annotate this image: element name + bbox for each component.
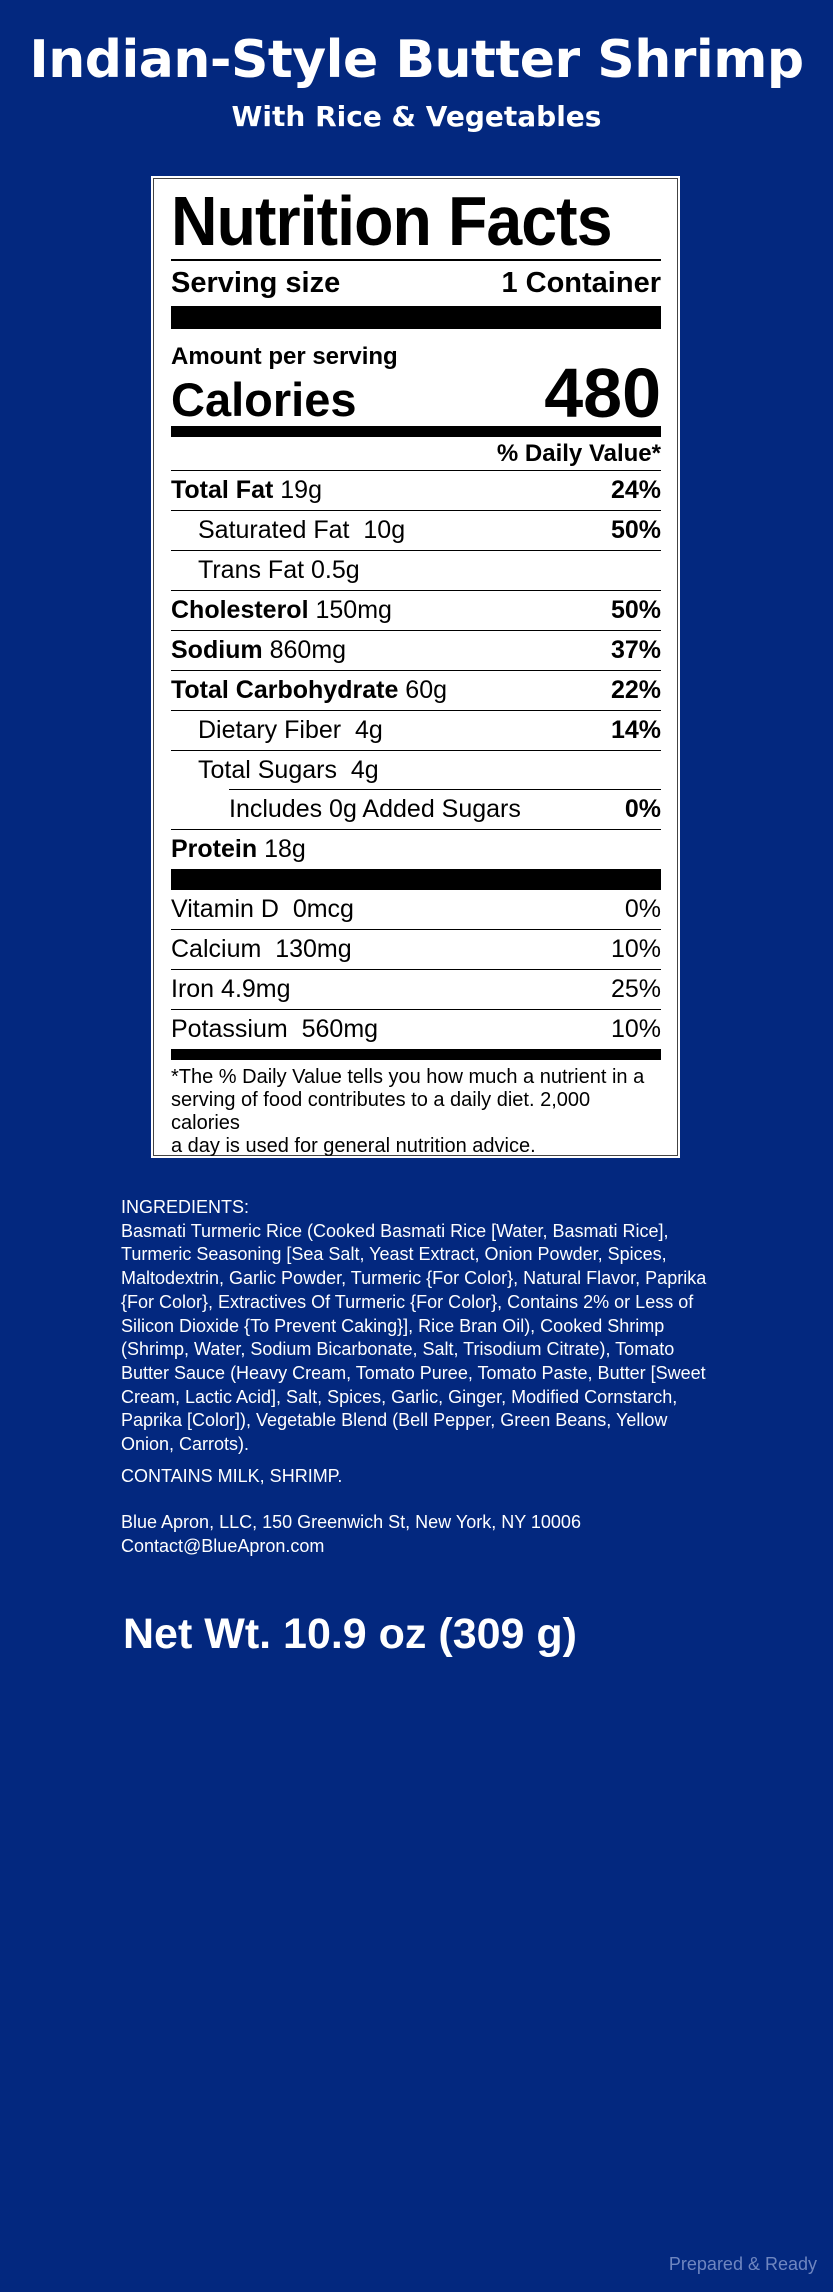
nutrient-name: Sodium: [171, 636, 263, 664]
nutrient-amount: 150mg: [315, 596, 392, 624]
ingredients-line: Paprika [Color]), Vegetable Blend (Bell …: [121, 1410, 668, 1431]
nutrient-name: Protein: [171, 835, 258, 863]
micronutrient-row-calcium: Calcium 130mg 10%: [171, 930, 661, 970]
nutrient-name: Trans Fat: [198, 556, 305, 584]
nutrient-amount: 4.9mg: [221, 975, 291, 1003]
nutrient-amount: 18g: [264, 835, 306, 863]
nutrient-dv: 50%: [610, 516, 661, 544]
serving-size-label: Serving size: [171, 267, 341, 299]
nutrient-amount: 4g: [355, 716, 383, 744]
nutrient-amount: 10g: [363, 516, 406, 544]
nutrient-name: Cholesterol: [171, 596, 309, 624]
ingredients-line: Turmeric Seasoning [Sea Salt, Yeast Extr…: [121, 1244, 667, 1265]
ingredients-line: (Shrimp, Water, Sodium Bicarbonate, Salt…: [121, 1339, 675, 1360]
calories-label: Calories: [171, 373, 357, 426]
footnote-line: a day is used for general nutrition advi…: [171, 1135, 536, 1157]
nutrition-facts-title-text: Nutrition Facts: [171, 182, 613, 260]
nutrient-amount: 0.5g: [311, 556, 360, 584]
company-info: Blue Apron, LLC, 150 Greenwich St, New Y…: [121, 1511, 581, 1558]
calories-row: Calories 480: [171, 358, 661, 428]
micronutrient-row-vitamin-d: Vitamin D 0mcg 0%: [171, 890, 661, 930]
nutrient-row-added-sugars: Includes 0g Added Sugars 0%: [171, 790, 661, 830]
nutrient-row-trans-fat: Trans Fat 0.5g: [171, 551, 661, 591]
nutrient-name: Dietary Fiber: [198, 716, 342, 744]
ingredients-line: Onion, Carrots).: [121, 1434, 250, 1455]
nutrient-dv: 0%: [624, 795, 661, 823]
company-address: Blue Apron, LLC, 150 Greenwich St, New Y…: [121, 1512, 581, 1532]
nutrient-name: Includes 0g Added Sugars: [229, 795, 521, 823]
nutrient-name: Total Carbohydrate: [171, 676, 399, 704]
nutrient-dv: 10%: [610, 935, 661, 963]
ingredients-line: Maltodextrin, Garlic Powder, Turmeric {F…: [121, 1268, 707, 1289]
divider-medium: [171, 1049, 661, 1060]
ingredients-line: Cream, Lactic Acid], Salt, Spices, Garli…: [121, 1386, 678, 1407]
nutrient-amount: 60g: [405, 676, 448, 704]
nutrient-name: Potassium: [171, 1015, 288, 1043]
nutrient-row-total-fat: Total Fat 19g 24%: [171, 471, 661, 511]
divider-thick: [171, 306, 661, 329]
nutrient-dv: 14%: [610, 716, 661, 744]
net-weight: Net Wt. 10.9 oz (309 g): [123, 1610, 577, 1658]
nutrient-dv: 50%: [610, 596, 661, 624]
product-title: Indian-Style Butter Shrimp: [29, 30, 804, 90]
nutrient-row-sodium: Sodium 860mg 37%: [171, 631, 661, 671]
product-subtitle: With Rice & Vegetables: [231, 100, 602, 133]
footer-brand-text: Prepared & Ready: [668, 2254, 817, 2274]
nutrient-name: Saturated Fat: [198, 516, 350, 544]
nutrient-name: Iron: [171, 975, 215, 1003]
nutrient-amount: 4g: [350, 756, 379, 784]
nutrient-dv: 22%: [610, 676, 661, 704]
allergen-statement: CONTAINS MILK, SHRIMP.: [121, 1466, 343, 1486]
nutrient-dv: 10%: [610, 1015, 661, 1043]
nutrient-row-total-sugars: Total Sugars 4g: [171, 751, 661, 790]
nutrient-name: Total Fat: [171, 476, 274, 504]
divider-medium: [171, 426, 661, 437]
divider-thick: [171, 869, 661, 890]
serving-size-row: Serving size 1 Container: [171, 261, 661, 306]
nutrient-amount: 19g: [280, 476, 322, 504]
nutrient-row-dietary-fiber: Dietary Fiber 4g 14%: [171, 711, 661, 751]
nutrient-dv: 24%: [610, 476, 661, 504]
nutrient-row-saturated-fat: Saturated Fat 10g 50%: [171, 511, 661, 551]
calories-value: 480: [544, 354, 661, 432]
footnote-line: serving of food contributes to a daily d…: [171, 1089, 591, 1134]
nutrient-name: Vitamin D: [171, 895, 279, 923]
micronutrient-row-iron: Iron 4.9mg 25%: [171, 970, 661, 1010]
ingredients-line: {For Color}, Extractives Of Turmeric {Fo…: [121, 1291, 694, 1312]
nutrient-amount: 130mg: [275, 935, 352, 963]
amount-per-serving: Amount per serving: [171, 343, 398, 370]
daily-value-header: % Daily Value*: [171, 437, 661, 471]
micronutrient-row-potassium: Potassium 560mg 10%: [171, 1010, 661, 1049]
nutrient-name: Calcium: [171, 935, 262, 963]
nutrition-facts-title: Nutrition Facts: [171, 179, 661, 261]
ingredients-line: Basmati Turmeric Rice (Cooked Basmati Ri…: [121, 1220, 669, 1241]
footnote-line: *The % Daily Value tells you how much a …: [171, 1066, 645, 1088]
ingredients-line: Butter Sauce (Heavy Cream, Tomato Puree,…: [121, 1362, 706, 1383]
nutrient-row-cholesterol: Cholesterol 150mg 50%: [171, 591, 661, 631]
nutrient-amount: 0mcg: [292, 895, 354, 923]
nutrient-row-protein: Protein 18g: [171, 830, 661, 869]
nutrient-name: Total Sugars: [198, 756, 337, 784]
nutrient-dv: 25%: [610, 975, 661, 1003]
ingredients-section: INGREDIENTS: Basmati Turmeric Rice (Cook…: [121, 1196, 706, 1457]
serving-size-value: 1 Container: [501, 267, 661, 299]
nutrient-dv: 37%: [610, 636, 661, 664]
nutrition-facts-label: Nutrition Facts Serving size 1 Container…: [153, 178, 678, 1158]
ingredients-line: Silicon Dioxide {To Prevent Caking}], Ri…: [121, 1315, 665, 1336]
company-email: Contact@BlueApron.com: [121, 1535, 325, 1556]
nutrient-amount: 560mg: [301, 1015, 379, 1043]
nutrient-dv: 0%: [624, 895, 661, 923]
daily-value-footnote: *The % Daily Value tells you how much a …: [171, 1060, 661, 1158]
nutrient-row-total-carbohydrate: Total Carbohydrate 60g 22%: [171, 671, 661, 711]
nutrient-amount: 860mg: [269, 636, 347, 664]
ingredients-heading: INGREDIENTS:: [121, 1197, 250, 1217]
